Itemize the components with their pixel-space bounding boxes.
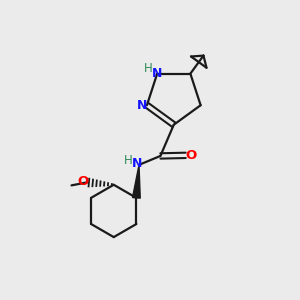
Text: H: H — [144, 62, 153, 75]
Text: O: O — [185, 149, 197, 162]
Text: N: N — [132, 157, 143, 170]
Polygon shape — [133, 165, 140, 198]
Text: N: N — [137, 99, 148, 112]
Text: H: H — [124, 154, 133, 167]
Text: O: O — [78, 175, 89, 188]
Text: N: N — [152, 67, 162, 80]
